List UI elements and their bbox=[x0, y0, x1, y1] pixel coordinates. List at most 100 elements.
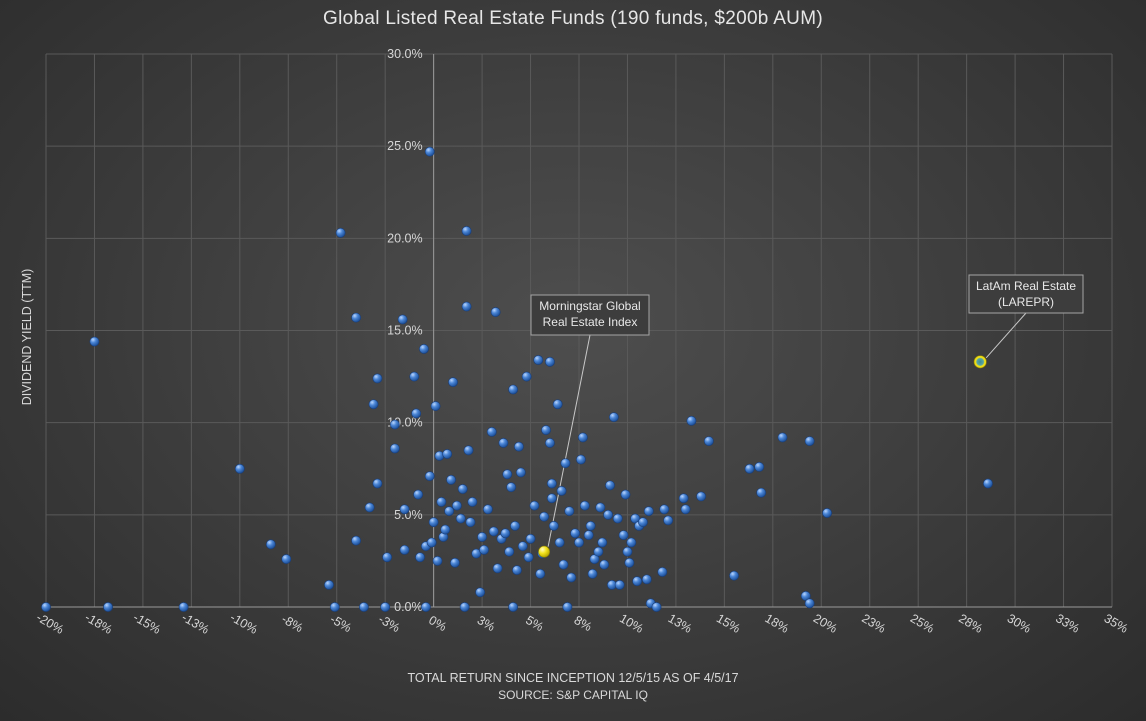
fund-point bbox=[614, 579, 625, 590]
fund-point bbox=[696, 491, 707, 502]
fund-point bbox=[517, 541, 528, 552]
x-tick-label: 5% bbox=[523, 613, 546, 634]
fund-point bbox=[351, 535, 362, 546]
x-tick-label: 23% bbox=[859, 611, 888, 636]
fund-point bbox=[324, 579, 334, 590]
x-tick-label: -15% bbox=[131, 610, 163, 637]
fund-point bbox=[703, 436, 714, 446]
x-tick-label: -3% bbox=[376, 612, 402, 635]
fund-point bbox=[335, 227, 346, 238]
fund-point bbox=[595, 502, 606, 513]
fund-point bbox=[442, 449, 453, 459]
fund-point bbox=[380, 602, 391, 612]
fund-point bbox=[424, 146, 435, 157]
callout-label: Morningstar Global bbox=[539, 299, 640, 313]
fund-point bbox=[659, 504, 670, 515]
fund-point bbox=[397, 314, 408, 325]
fund-point bbox=[622, 546, 633, 557]
fund-point bbox=[641, 574, 652, 585]
fund-point bbox=[608, 412, 619, 423]
fund-point bbox=[663, 515, 674, 526]
fund-point bbox=[508, 602, 519, 612]
fund-point bbox=[756, 487, 767, 498]
fund-point bbox=[566, 572, 577, 583]
data-points bbox=[41, 146, 993, 612]
fund-point bbox=[574, 537, 584, 548]
callout-box bbox=[530, 294, 650, 336]
fund-point bbox=[461, 226, 472, 236]
fund-point bbox=[546, 478, 557, 489]
fund-point bbox=[506, 482, 517, 493]
latam-point bbox=[973, 355, 987, 369]
fund-point bbox=[754, 462, 765, 472]
fund-point bbox=[413, 489, 424, 500]
x-tick-label: 35% bbox=[1102, 611, 1131, 636]
fund-point bbox=[475, 587, 486, 598]
fund-point bbox=[389, 443, 400, 454]
fund-point bbox=[515, 467, 526, 478]
fund-point bbox=[624, 557, 635, 568]
fund-point bbox=[541, 425, 551, 435]
x-tick-label: 25% bbox=[908, 611, 937, 636]
fund-point bbox=[657, 567, 668, 577]
fund-point bbox=[424, 471, 435, 482]
fund-point bbox=[411, 408, 422, 419]
fund-point bbox=[579, 500, 590, 511]
x-tick-label: -10% bbox=[228, 610, 260, 637]
fund-point bbox=[477, 532, 487, 542]
x-tick-label: 10% bbox=[617, 611, 646, 636]
fund-point bbox=[89, 336, 100, 347]
fund-point bbox=[618, 530, 629, 541]
fund-point bbox=[525, 533, 536, 544]
fund-point bbox=[444, 506, 455, 517]
callout-label: (LAREPR) bbox=[998, 295, 1054, 309]
fund-point bbox=[562, 602, 573, 612]
fund-point bbox=[599, 559, 610, 570]
fund-point bbox=[508, 384, 519, 395]
fund-point bbox=[554, 537, 565, 548]
gridlines bbox=[45, 53, 1113, 608]
fund-point bbox=[451, 500, 462, 511]
fund-point bbox=[570, 528, 581, 539]
fund-point bbox=[680, 504, 691, 515]
fund-point bbox=[372, 478, 383, 489]
fund-point bbox=[548, 520, 559, 531]
fund-point bbox=[446, 474, 456, 485]
fund-point bbox=[804, 436, 815, 446]
fund-point bbox=[514, 441, 524, 452]
callouts: Morningstar Global Real Estate Index LatAm… bbox=[530, 274, 1084, 336]
fund-point bbox=[486, 426, 497, 437]
index-point bbox=[538, 545, 551, 558]
y-tick-label: 25.0% bbox=[387, 139, 422, 153]
fund-point bbox=[576, 454, 586, 465]
fund-point bbox=[358, 602, 369, 612]
x-axis-ticks: -20% -18% -15% -13% -10% -8% -5% -3% 0% 3% 5% 8% 10%… bbox=[34, 610, 1130, 637]
fund-point bbox=[983, 478, 993, 489]
x-tick-label: 18% bbox=[762, 611, 791, 636]
fund-point bbox=[585, 520, 596, 531]
fund-point bbox=[479, 544, 489, 555]
x-tick-label: 8% bbox=[572, 613, 595, 634]
source-label: SOURCE: S&P CAPITAL IQ bbox=[498, 688, 648, 702]
fund-point bbox=[502, 469, 513, 480]
fund-point bbox=[455, 513, 466, 524]
fund-point bbox=[523, 552, 534, 563]
fund-point bbox=[351, 312, 362, 323]
fund-point bbox=[744, 463, 755, 474]
fund-point bbox=[492, 563, 503, 574]
fund-point bbox=[521, 371, 532, 382]
fund-point bbox=[620, 489, 631, 500]
fund-point bbox=[564, 506, 575, 517]
fund-point bbox=[556, 485, 567, 496]
fund-point bbox=[426, 537, 437, 548]
fund-point bbox=[504, 546, 515, 557]
fund-point bbox=[372, 373, 383, 384]
fund-point bbox=[605, 480, 615, 491]
fund-point bbox=[461, 301, 472, 312]
fund-point bbox=[281, 554, 292, 564]
fund-point bbox=[265, 539, 276, 550]
fund-point bbox=[545, 438, 555, 448]
fund-point bbox=[436, 497, 447, 507]
fund-point bbox=[41, 602, 51, 612]
